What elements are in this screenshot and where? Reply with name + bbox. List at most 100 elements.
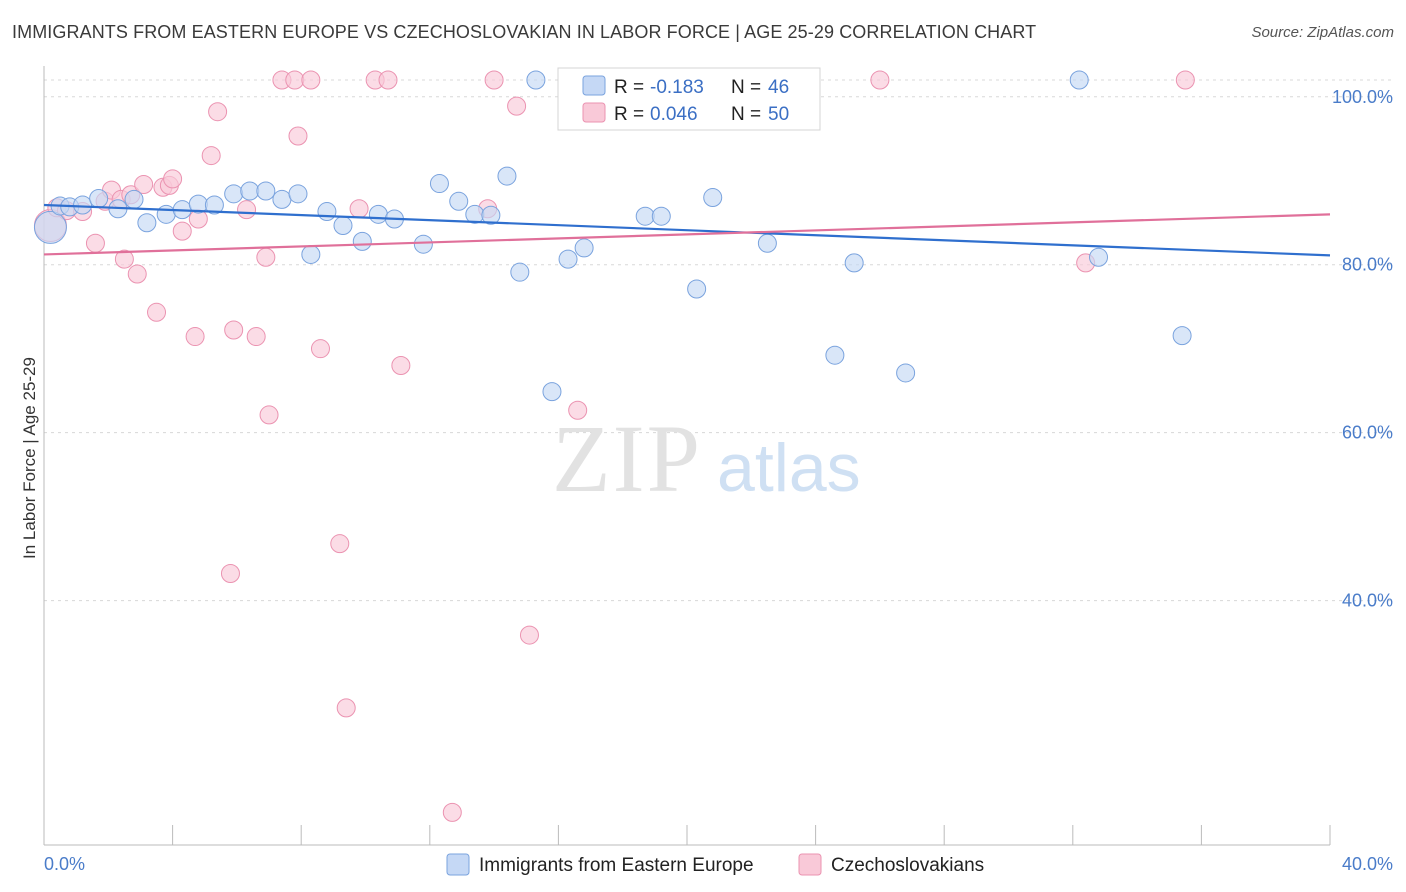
point-eastern-europe xyxy=(224,184,244,204)
point-eastern-europe xyxy=(204,195,224,215)
point-eastern-europe xyxy=(352,231,372,251)
point-eastern-europe xyxy=(368,204,388,224)
point-eastern-europe xyxy=(33,210,67,244)
point-czechoslovakians xyxy=(1175,70,1195,90)
point-czechoslovakians xyxy=(237,200,257,220)
y-tick-label: 40.0% xyxy=(1342,591,1393,611)
point-eastern-europe xyxy=(558,249,578,269)
point-czechoslovakians xyxy=(246,327,266,347)
point-eastern-europe xyxy=(687,279,707,299)
point-eastern-europe xyxy=(825,345,845,365)
point-eastern-europe xyxy=(574,238,594,258)
chart-source: Source: ZipAtlas.com xyxy=(1251,24,1394,41)
point-czechoslovakians xyxy=(127,264,147,284)
y-tick-label: 80.0% xyxy=(1342,255,1393,275)
bottom-legend-swatch-blue xyxy=(446,853,470,876)
point-eastern-europe xyxy=(288,184,308,204)
legend-swatch-blue xyxy=(582,75,606,96)
point-eastern-europe xyxy=(542,382,562,402)
trend-lines xyxy=(43,203,1331,257)
point-eastern-europe xyxy=(333,216,353,236)
legend-n-label-1: N = xyxy=(731,104,761,125)
point-czechoslovakians xyxy=(201,146,221,166)
point-eastern-europe xyxy=(844,253,864,273)
point-czechoslovakians xyxy=(85,233,105,253)
point-czechoslovakians xyxy=(288,126,308,146)
point-czechoslovakians xyxy=(301,70,321,90)
legend-n-value-0: 46 xyxy=(768,77,789,98)
point-czechoslovakians xyxy=(285,70,305,90)
x-tick-labels: 0.0% 40.0% xyxy=(44,854,1393,874)
bottom-legend-label-czechoslovakians: Czechoslovakians xyxy=(831,855,984,876)
point-eastern-europe xyxy=(481,205,501,225)
point-eastern-europe xyxy=(124,189,144,209)
point-eastern-europe xyxy=(651,206,671,226)
y-tick-label: 60.0% xyxy=(1342,423,1393,443)
point-czechoslovakians xyxy=(172,221,192,241)
point-eastern-europe xyxy=(89,188,109,208)
point-eastern-europe xyxy=(635,206,655,226)
y-axis-title: In Labor Force | Age 25-29 xyxy=(20,357,39,559)
point-czechoslovakians xyxy=(147,302,167,322)
chart-title: IMMIGRANTS FROM EASTERN EUROPE VS CZECHO… xyxy=(12,22,1037,42)
point-eastern-europe xyxy=(240,181,260,201)
point-czechoslovakians xyxy=(163,169,183,189)
point-eastern-europe xyxy=(413,234,433,254)
point-czechoslovakians xyxy=(208,102,228,122)
point-czechoslovakians xyxy=(310,339,330,359)
point-eastern-europe xyxy=(526,70,546,90)
y-tick-label: 100.0% xyxy=(1332,87,1393,107)
point-eastern-europe xyxy=(73,195,93,215)
x-ticks xyxy=(172,825,1331,845)
point-czechoslovakians xyxy=(442,802,462,822)
point-czechoslovakians xyxy=(330,534,350,554)
trend-line-blue xyxy=(43,203,1331,257)
point-czechoslovakians xyxy=(185,327,205,347)
point-czechoslovakians xyxy=(484,70,504,90)
point-eastern-europe xyxy=(429,174,449,194)
point-eastern-europe xyxy=(1089,247,1109,267)
point-eastern-europe xyxy=(1172,326,1192,346)
series-legend: Immigrants from Eastern Europe Czechoslo… xyxy=(446,853,984,876)
point-czechoslovakians xyxy=(391,355,411,375)
point-czechoslovakians xyxy=(256,247,276,267)
point-eastern-europe xyxy=(301,244,321,264)
point-czechoslovakians xyxy=(336,698,356,718)
point-eastern-europe xyxy=(317,202,337,222)
point-eastern-europe xyxy=(757,233,777,253)
legend-r-label-0: R = xyxy=(614,77,644,98)
y-tick-labels: 100.0% 80.0% 60.0% 40.0% xyxy=(1332,87,1393,611)
point-czechoslovakians xyxy=(224,320,244,340)
point-eastern-europe xyxy=(896,363,916,383)
legend-r-label-1: R = xyxy=(614,104,644,125)
point-eastern-europe xyxy=(497,166,517,186)
legend-n-label-0: N = xyxy=(731,77,761,98)
point-czechoslovakians xyxy=(507,96,527,116)
point-eastern-europe xyxy=(510,262,530,282)
point-eastern-europe xyxy=(272,189,292,209)
point-eastern-europe xyxy=(137,213,157,233)
x-tick-label: 0.0% xyxy=(44,854,85,874)
point-czechoslovakians xyxy=(568,400,588,420)
point-czechoslovakians xyxy=(378,70,398,90)
stats-legend: R = -0.183 N = 46 R = 0.046 N = 50 xyxy=(557,67,821,131)
point-czechoslovakians xyxy=(519,625,539,645)
watermark-atlas: atlas xyxy=(717,430,861,506)
point-eastern-europe xyxy=(449,191,469,211)
point-czechoslovakians xyxy=(114,249,134,269)
point-czechoslovakians xyxy=(220,564,240,584)
point-eastern-europe xyxy=(703,188,723,208)
watermark-zip: ZIP xyxy=(552,405,702,512)
x-tick-label: 40.0% xyxy=(1342,854,1393,874)
point-czechoslovakians xyxy=(349,199,369,219)
point-eastern-europe xyxy=(256,181,276,201)
legend-r-value-1: 0.046 xyxy=(650,104,698,125)
legend-r-value-0: -0.183 xyxy=(650,77,704,98)
point-eastern-europe xyxy=(1069,70,1089,90)
grid-lines xyxy=(44,79,1394,602)
point-eastern-europe xyxy=(156,204,176,224)
point-czechoslovakians xyxy=(870,70,890,90)
bottom-legend-swatch-pink xyxy=(798,853,822,876)
point-czechoslovakians xyxy=(259,405,279,425)
